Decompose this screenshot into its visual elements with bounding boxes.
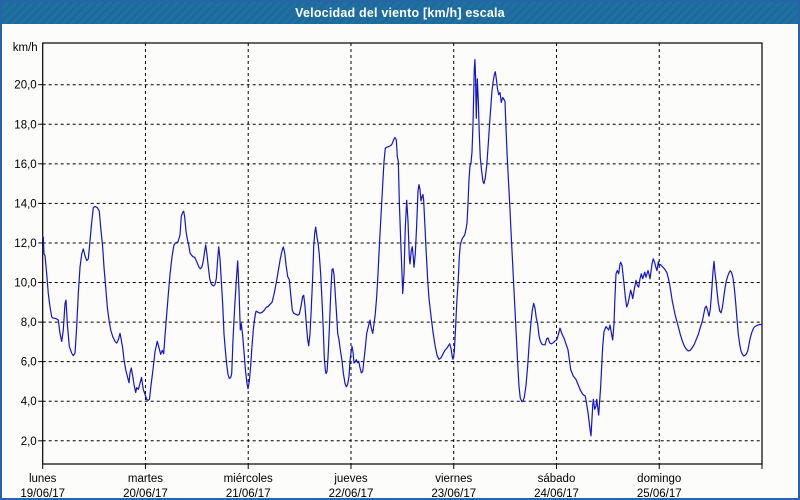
x-day-label: sábado: [538, 473, 576, 485]
x-day-label: martes: [128, 473, 163, 485]
wind-speed-line: [42, 58, 763, 437]
y-axis-unit-label: km/h: [13, 42, 38, 54]
x-date-label: 24/06/17: [534, 488, 579, 500]
y-tick-label: 14,0: [14, 198, 36, 210]
x-date-label: 19/06/17: [20, 488, 65, 500]
y-tick-label: 16,0: [14, 159, 36, 171]
x-date-label: 25/06/17: [637, 488, 682, 500]
y-tick-label: 2,0: [21, 436, 37, 448]
x-day-label: jueves: [333, 473, 367, 485]
x-date-label: 22/06/17: [329, 488, 374, 500]
y-tick-label: 6,0: [21, 357, 37, 369]
plot-frame: [42, 42, 763, 465]
chart-title-bar: Velocidad del viento [km/h] escala: [2, 2, 798, 24]
x-date-label: 20/06/17: [123, 488, 168, 500]
x-day-label: domingo: [637, 473, 681, 485]
chart-title: Velocidad del viento [km/h] escala: [295, 6, 505, 20]
y-tick-label: 4,0: [21, 396, 37, 408]
x-day-label: miércoles: [224, 473, 273, 485]
y-tick-label: 12,0: [14, 238, 36, 250]
x-day-label: viernes: [435, 473, 472, 485]
x-day-label: lunes: [29, 473, 57, 485]
y-tick-label: 8,0: [21, 317, 37, 329]
x-date-label: 23/06/17: [431, 488, 476, 500]
x-date-label: 21/06/17: [226, 488, 271, 500]
y-tick-label: 18,0: [14, 119, 36, 131]
y-tick-label: 10,0: [14, 278, 36, 290]
y-tick-label: 20,0: [14, 80, 36, 92]
